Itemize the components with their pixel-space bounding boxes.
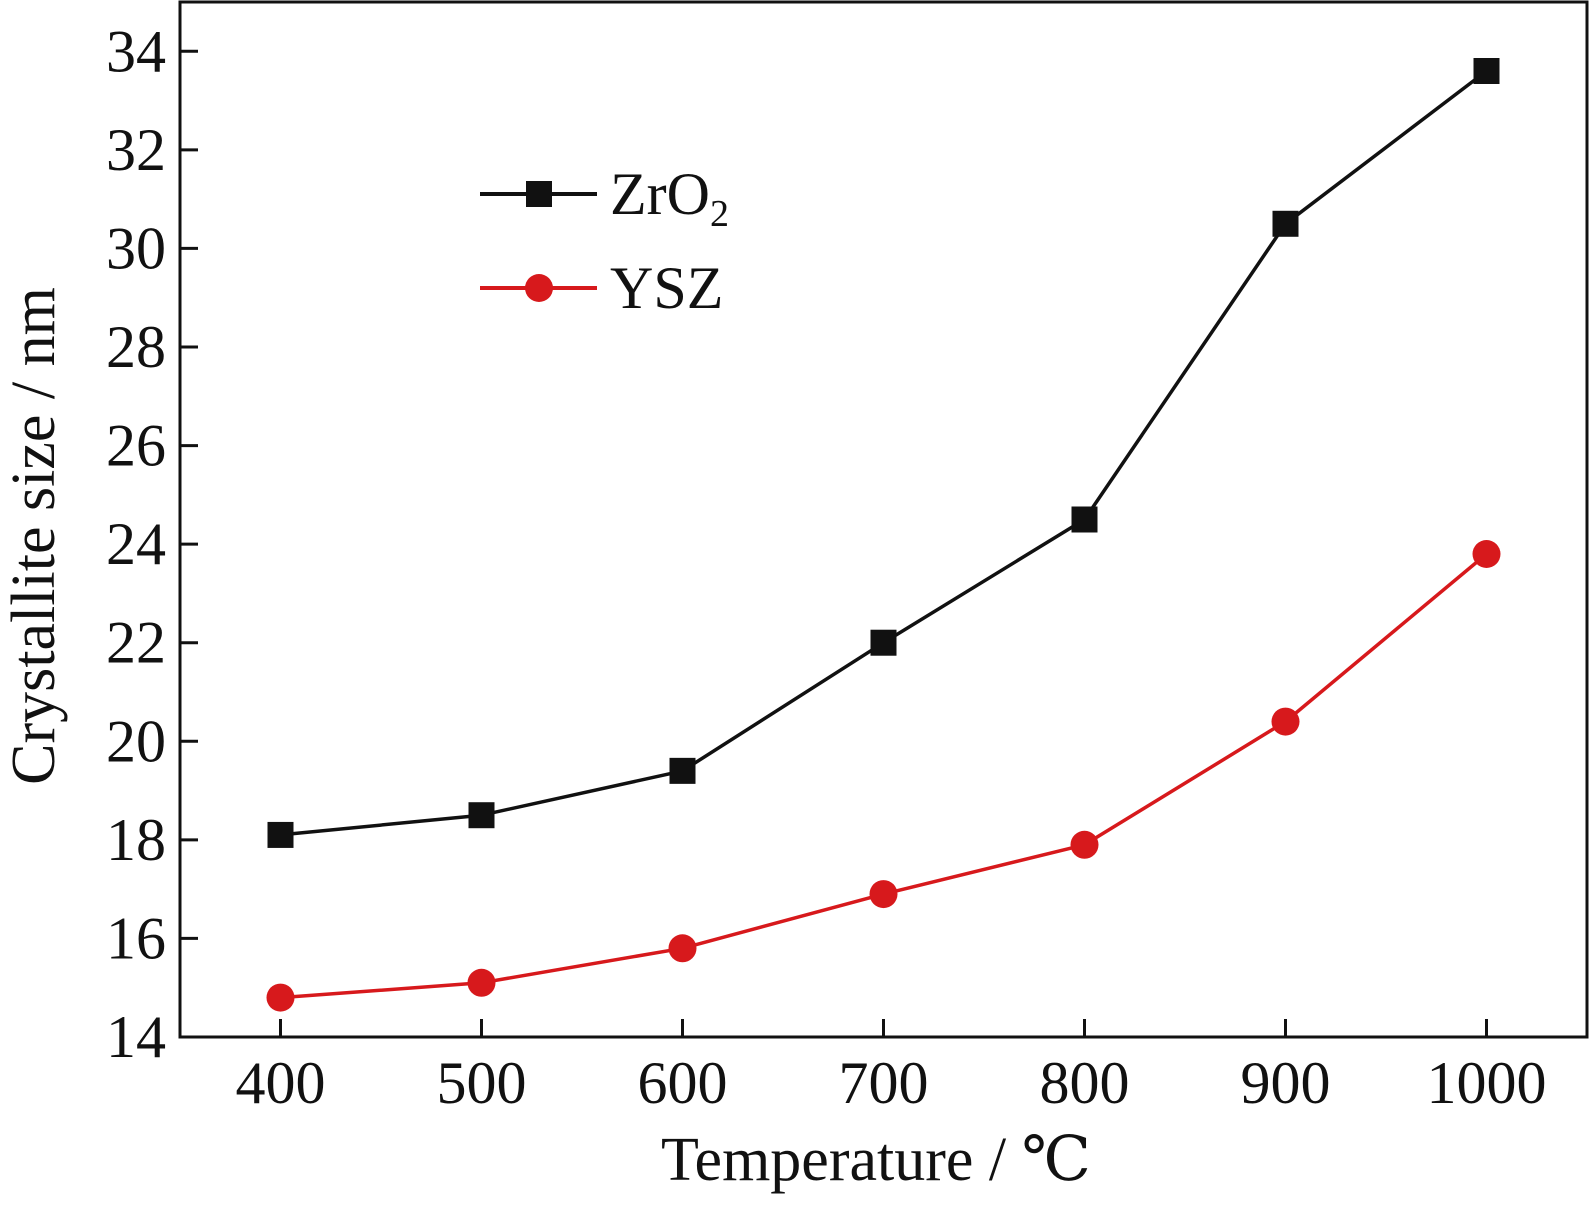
y-tick-label-28: 28 <box>106 314 166 380</box>
legend-label-zro2: ZrO2 <box>610 161 729 235</box>
series-zro2 <box>267 58 1500 848</box>
legend-item-zro2: ZrO2 <box>480 161 729 235</box>
x-tick-label-700: 700 <box>839 1050 929 1116</box>
y-tick-label-18: 18 <box>106 807 166 873</box>
y-tick-label-34: 34 <box>106 18 166 84</box>
series-ysz <box>266 540 1501 1012</box>
data-point-ysz-800 <box>1070 830 1099 859</box>
data-point-zro2-800 <box>1071 506 1098 533</box>
x-tick-label-1000: 1000 <box>1427 1050 1547 1116</box>
x-tick-label-900: 900 <box>1241 1050 1331 1116</box>
y-axis-ticks: 14 16 18 20 22 24 26 28 30 32 34 <box>106 18 198 1070</box>
data-point-ysz-1000 <box>1472 540 1501 568</box>
y-tick-label-32: 32 <box>106 117 166 183</box>
legend-label-zro2-main: ZrO <box>610 161 710 227</box>
legend-item-ysz: YSZ <box>480 255 723 321</box>
data-point-zro2-500 <box>468 802 495 829</box>
legend-marker-ysz <box>525 274 553 302</box>
y-tick-label-24: 24 <box>106 511 166 577</box>
y-tick-label-16: 16 <box>106 905 166 971</box>
data-point-zro2-1000 <box>1473 58 1500 84</box>
x-axis-ticks: 400 500 600 700 800 900 1000 <box>236 1019 1547 1116</box>
series-layer <box>266 58 1501 1012</box>
data-point-ysz-700 <box>869 880 898 909</box>
series-line-zro2 <box>280 69 1488 837</box>
y-tick-label-26: 26 <box>106 413 166 479</box>
data-point-zro2-400 <box>267 821 294 848</box>
data-point-ysz-900 <box>1271 707 1300 736</box>
data-point-zro2-600 <box>669 757 696 784</box>
x-axis-title: Temperature / ℃ <box>661 1126 1091 1194</box>
legend-marker-zro2 <box>526 181 552 207</box>
data-point-ysz-600 <box>668 934 697 963</box>
legend-label-zro2-sub: 2 <box>710 193 729 235</box>
data-point-zro2-900 <box>1272 210 1299 237</box>
y-tick-label-20: 20 <box>106 708 166 774</box>
legend-label-ysz: YSZ <box>610 255 723 321</box>
y-axis-title: Crystallite size / nm <box>0 287 68 785</box>
x-tick-label-400: 400 <box>236 1050 326 1116</box>
x-tick-label-500: 500 <box>437 1050 527 1116</box>
x-tick-label-800: 800 <box>1040 1050 1130 1116</box>
y-tick-label-14: 14 <box>106 1004 166 1070</box>
data-point-ysz-500 <box>467 968 496 997</box>
series-line-ysz <box>280 552 1488 1000</box>
data-point-ysz-400 <box>266 983 295 1012</box>
data-point-zro2-700 <box>870 629 897 656</box>
y-tick-label-30: 30 <box>106 215 166 281</box>
y-tick-label-22: 22 <box>106 610 166 676</box>
legend: ZrO2 YSZ <box>480 161 729 321</box>
x-tick-label-600: 600 <box>638 1050 728 1116</box>
